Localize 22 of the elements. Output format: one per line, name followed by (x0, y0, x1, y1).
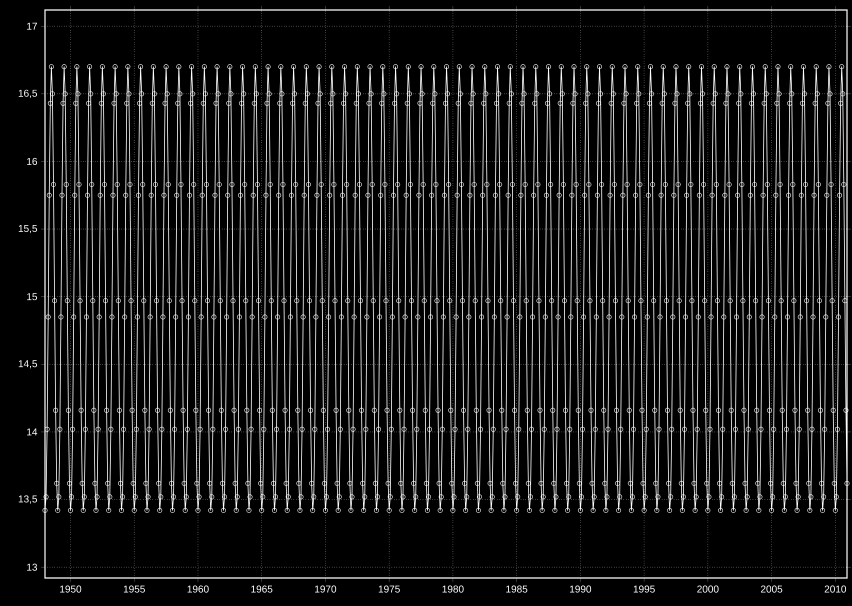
y-tick-label: 16 (27, 158, 38, 165)
x-tick-label: 1950 (60, 586, 82, 593)
x-tick-label: 1955 (124, 586, 145, 593)
y-tick-label: 15,5 (18, 225, 38, 234)
x-tick-label: 1985 (506, 586, 528, 593)
y-tick-label: 14,5 (18, 360, 38, 368)
x-tick-label: 2005 (760, 586, 782, 593)
y-tick-label: 13 (27, 564, 38, 571)
y-tick-label: 17 (27, 22, 37, 30)
x-tick-label: 1970 (315, 586, 336, 593)
y-tick-label: 14 (27, 428, 38, 436)
x-tick-label: 1990 (570, 586, 592, 593)
x-tick-label: 2000 (697, 586, 719, 593)
x-tick-label: 1995 (634, 586, 655, 593)
x-tick-label: 1980 (442, 586, 464, 593)
y-tick-label: 16,5 (18, 90, 38, 98)
x-tick-label: 1965 (251, 586, 272, 593)
x-tick-label: 2010 (824, 586, 846, 593)
y-tick-label: 15 (27, 293, 38, 300)
y-tick-label: 13,5 (18, 495, 38, 504)
x-tick-label: 1960 (188, 586, 209, 593)
x-tick-label: 1975 (378, 586, 400, 593)
